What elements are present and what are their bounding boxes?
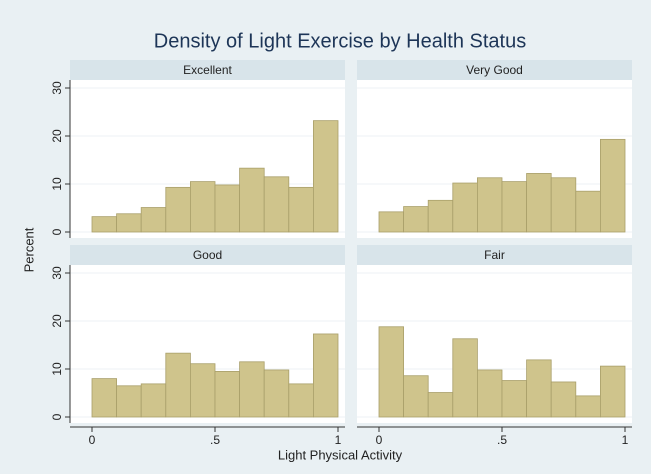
histogram-bar: [476, 369, 503, 418]
histogram-bar: [378, 326, 405, 418]
facet-strip: [70, 60, 345, 80]
histogram-bar: [575, 395, 601, 418]
y-axis-label: Percent: [21, 227, 36, 272]
x-tick-label: 0: [89, 433, 96, 447]
y-tick-label: 0: [50, 228, 64, 235]
histogram-bar: [263, 176, 290, 233]
facet-title: Fair: [484, 248, 505, 262]
y-tick-label: 20: [50, 314, 64, 328]
histogram-bar: [501, 181, 528, 233]
histogram-bar: [91, 216, 118, 233]
histogram-bar: [600, 138, 626, 233]
histogram-bar: [165, 186, 191, 233]
y-tick-label: 0: [50, 413, 64, 420]
histogram-bar: [214, 184, 241, 233]
histogram-bar: [239, 167, 265, 233]
histogram-bar: [189, 181, 216, 233]
histogram-bar: [600, 365, 626, 418]
histogram-bar: [403, 375, 429, 418]
histogram-bar: [452, 182, 478, 233]
y-tick-label: 30: [50, 81, 64, 95]
histogram-bar: [526, 359, 552, 418]
histogram-bar: [378, 211, 405, 233]
histogram-bar: [116, 385, 142, 418]
histogram-bar: [403, 206, 429, 233]
facet-title: Very Good: [466, 63, 523, 77]
histogram-bar: [189, 363, 216, 418]
histogram-bar: [550, 177, 577, 233]
histogram-bar: [526, 173, 552, 233]
facet-strip: [357, 60, 632, 80]
facet-title: Excellent: [183, 63, 232, 77]
histogram-bar: [575, 190, 601, 233]
histogram-bar: [312, 333, 339, 418]
chart-title: Density of Light Exercise by Health Stat…: [154, 30, 526, 52]
histogram-bar: [214, 370, 241, 418]
histogram-bar: [452, 338, 478, 418]
histogram-bar: [140, 383, 167, 418]
histogram-bar: [288, 186, 314, 233]
histogram-bar: [239, 361, 265, 418]
histogram-bar: [140, 207, 167, 233]
facet-strip: [70, 245, 345, 265]
x-tick-label: 1: [335, 433, 342, 447]
histogram-bar: [91, 378, 118, 418]
x-tick-label: .5: [497, 433, 507, 447]
histogram-bar: [116, 213, 142, 233]
y-tick-label: 10: [50, 177, 64, 191]
x-tick-label: 0: [376, 433, 383, 447]
facet-title: Good: [193, 248, 222, 262]
histogram-bar: [288, 383, 314, 418]
y-tick-label: 10: [50, 362, 64, 376]
x-tick-label: .5: [210, 433, 220, 447]
x-axis-label: Light Physical Activity: [278, 447, 403, 462]
histogram-bar: [165, 352, 191, 418]
histogram-bar: [476, 177, 503, 233]
y-tick-label: 20: [50, 129, 64, 143]
facet-strip: [357, 245, 632, 265]
histogram-bar: [427, 392, 454, 418]
histogram-bar: [501, 380, 528, 418]
histogram-bar: [312, 120, 339, 233]
y-tick-label: 30: [50, 266, 64, 280]
histogram-bar: [263, 369, 290, 418]
x-tick-label: 1: [622, 433, 629, 447]
histogram-bar: [550, 381, 577, 418]
histogram-bar: [427, 199, 454, 233]
